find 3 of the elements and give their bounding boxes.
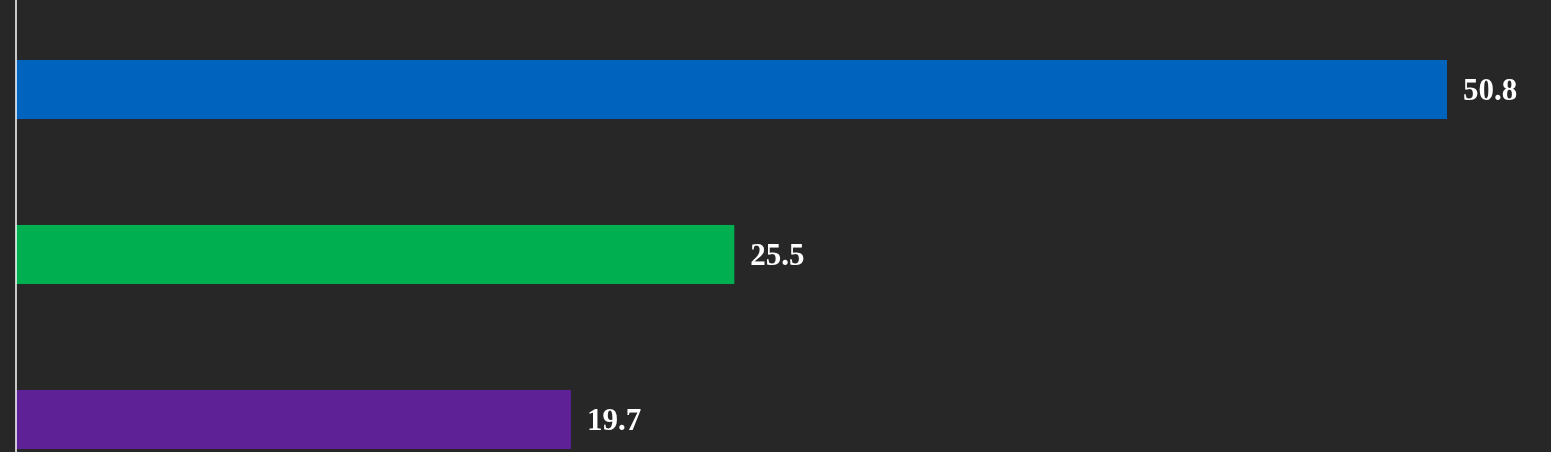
data-label: 50.8	[1463, 72, 1518, 108]
data-label: 19.7	[586, 402, 642, 438]
data-label: 25.5	[750, 237, 805, 273]
